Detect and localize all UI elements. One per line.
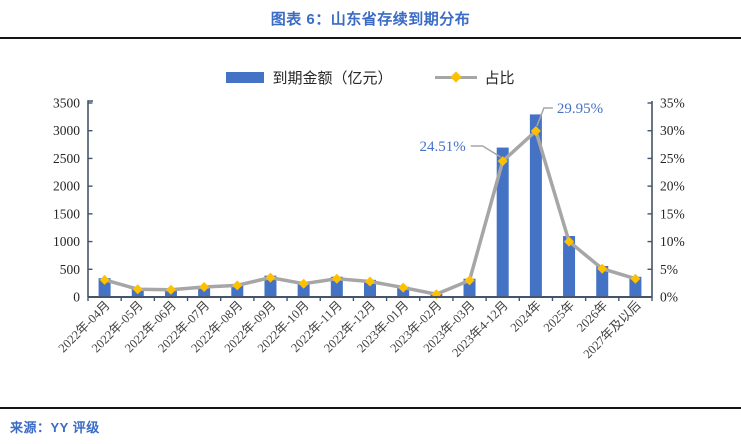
line-marker: [398, 282, 409, 293]
line-marker: [232, 280, 243, 291]
left-axis-tick-label: 1500: [53, 206, 80, 221]
bar: [629, 276, 642, 297]
page-title: 图表 6：山东省存续到期分布: [270, 11, 471, 28]
line-marker: [99, 274, 110, 285]
bar: [563, 236, 576, 297]
line-series-swatch: [434, 71, 477, 83]
line-marker: [597, 263, 608, 274]
right-axis-tick-label: 10%: [660, 234, 685, 249]
line-marker: [530, 125, 541, 136]
bar-series-swatch: [226, 71, 265, 83]
right-axis-tick-label: 20%: [660, 179, 685, 194]
chart-legend: 到期金额（亿元） 占比: [0, 66, 741, 88]
bar: [231, 284, 244, 297]
line-marker: [365, 276, 375, 287]
left-axis-tick-label: 2000: [53, 179, 80, 194]
footer-divider: [0, 407, 741, 409]
right-axis-tick-label: 25%: [660, 151, 685, 166]
title-divider: [0, 37, 741, 39]
bar: [496, 147, 509, 297]
line-marker: [199, 282, 210, 293]
line-marker: [165, 284, 176, 295]
x-tick-label: 2025年: [541, 298, 577, 334]
line-marker: [265, 272, 276, 283]
left-axis: [87, 100, 93, 297]
legend-label-ratio: 占比: [484, 70, 515, 87]
line-marker: [298, 278, 309, 289]
right-axis-tick-label: 0%: [660, 290, 678, 305]
bar: [297, 282, 310, 297]
left-axis-tick-label: 0: [73, 290, 80, 305]
bar: [529, 114, 542, 297]
source-note: 来源：YY 评级: [10, 420, 100, 435]
annotation-leader: [470, 145, 502, 158]
legend-label-amount: 到期金额（亿元）: [272, 70, 393, 87]
legend-item-amount: 到期金额（亿元）: [226, 67, 393, 88]
x-tick-label: 2024年: [508, 298, 544, 334]
annotation-24-51: 24.51%: [419, 139, 465, 155]
left-axis-tick-label: 500: [60, 262, 81, 277]
right-axis-tick-label: 5%: [660, 262, 678, 277]
bar: [264, 275, 277, 297]
bar: [364, 279, 376, 297]
bar: [596, 265, 609, 297]
ratio-line: [104, 129, 636, 296]
maturity-distribution-chart: 0 500 1000 1500 2000 2500 3000 3500 0% 5% 10% 15% 20…: [53, 96, 685, 362]
bar: [98, 278, 111, 297]
diamond-marker-icon: [449, 71, 462, 83]
bar: [330, 276, 343, 297]
right-axis-tick-label: 15%: [660, 206, 685, 221]
line-marker: [630, 273, 641, 284]
left-axis-tick-label: 3000: [53, 123, 80, 138]
left-axis-tick-label: 3500: [53, 96, 80, 111]
line-marker: [497, 156, 508, 167]
line-marker: [331, 273, 342, 284]
line-marker: [564, 236, 575, 247]
left-axis-tick-label: 1000: [53, 234, 80, 249]
left-axis-tick-label: 2500: [53, 151, 80, 166]
right-axis-tick-label: 35%: [660, 96, 685, 111]
annotation-29-95: 29.95%: [557, 101, 603, 117]
line-marker: [132, 284, 143, 295]
legend-item-ratio: 占比: [434, 67, 515, 88]
right-axis-tick-label: 30%: [660, 123, 685, 138]
annotation-leader: [536, 107, 553, 127]
line-marker: [464, 275, 475, 286]
